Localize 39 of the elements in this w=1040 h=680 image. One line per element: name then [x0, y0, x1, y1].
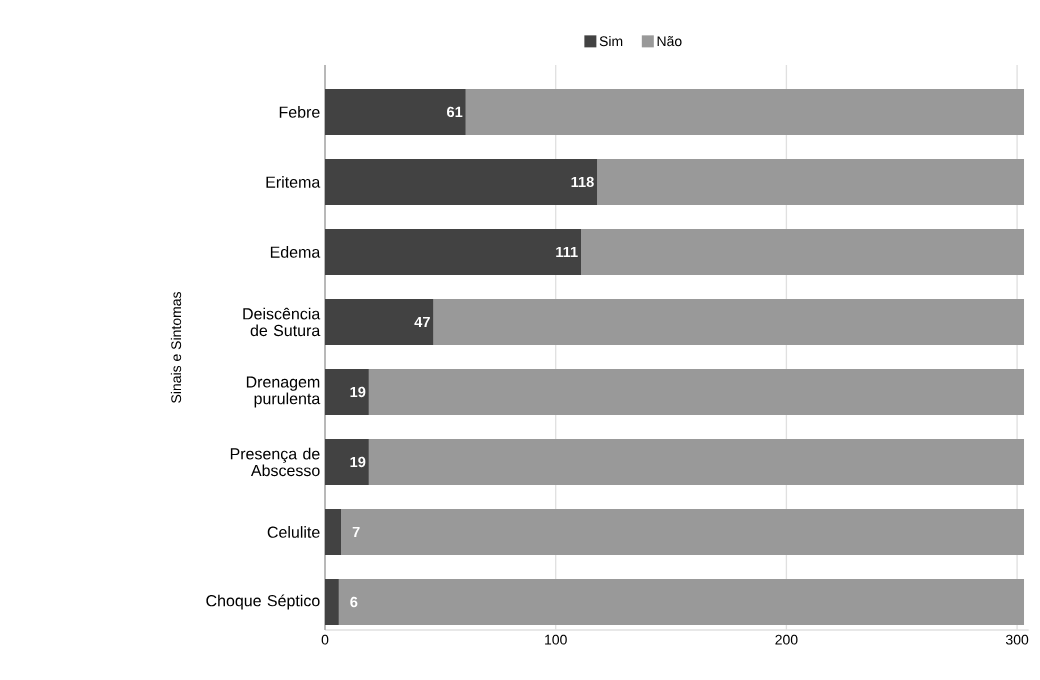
y-tick-label: Choque Séptico — [206, 594, 320, 610]
bar — [325, 88, 466, 135]
data-label: 111 — [556, 246, 578, 257]
y-tick-label: Drenagem purulenta — [246, 376, 321, 408]
bar — [325, 578, 339, 625]
data-label: 118 — [571, 176, 594, 188]
y-tick-label: Edema — [270, 246, 321, 258]
bar — [465, 88, 1025, 135]
bar — [433, 298, 1025, 345]
data-label: 19 — [350, 386, 366, 398]
bar — [581, 228, 1025, 275]
y-tick-label: Presença de Abscesso — [230, 447, 320, 477]
data-label: 61 — [447, 106, 463, 118]
bar — [325, 508, 342, 555]
y-tick-label: Eritema — [266, 176, 321, 188]
bar — [341, 508, 1025, 555]
data-label: 7 — [352, 526, 360, 538]
legend-label: Não — [657, 36, 682, 47]
x-tick-label: 200 — [775, 634, 798, 645]
x-tick-label: 300 — [1005, 634, 1029, 645]
legend-label: Sim — [599, 35, 623, 47]
data-label: 19 — [350, 456, 366, 468]
bar — [325, 228, 582, 275]
y-tick-label: Celulite — [267, 526, 320, 538]
x-tick-label: 100 — [545, 634, 567, 645]
x-tick-label: 0 — [321, 634, 329, 645]
data-label: 6 — [350, 596, 358, 608]
bar — [325, 438, 369, 485]
bar — [368, 438, 1025, 485]
bar — [368, 368, 1025, 415]
y-tick-label: Deiscência de Sutura — [243, 307, 321, 337]
bar — [325, 368, 369, 415]
bar — [325, 298, 434, 345]
bar — [597, 158, 1025, 205]
data-label: 47 — [414, 316, 430, 327]
bar — [338, 578, 1025, 625]
y-tick-label: Febre — [279, 106, 320, 118]
bar — [325, 158, 598, 205]
y-axis-title: Sinais e Sintomas — [170, 292, 182, 403]
